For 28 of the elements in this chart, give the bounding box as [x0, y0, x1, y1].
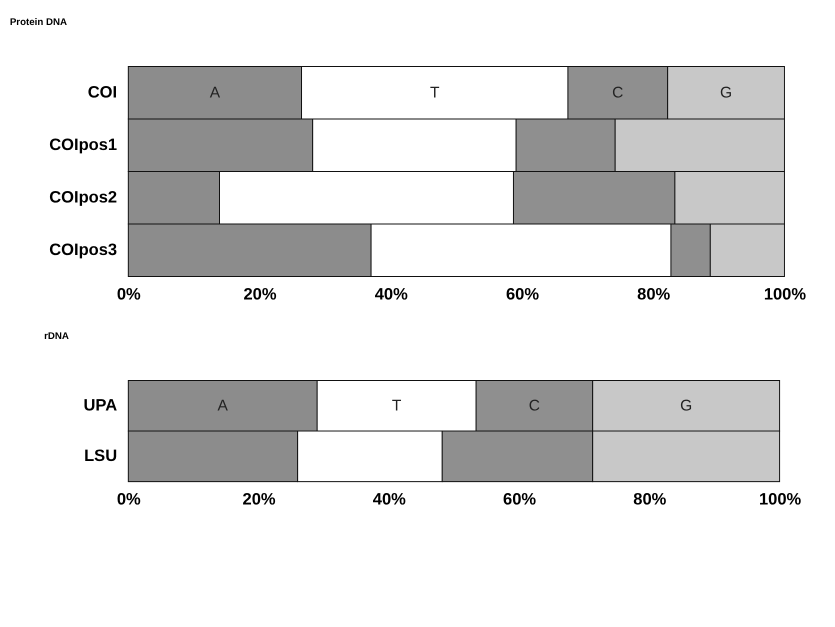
x-tick-label: 40%	[374, 284, 408, 304]
series-label: C	[612, 84, 624, 102]
x-tick-label: 60%	[503, 489, 536, 508]
x-tick-label: 20%	[243, 284, 277, 304]
y-tick-label: COIpos2	[49, 188, 118, 207]
x-tick-label: 100%	[758, 489, 802, 508]
x-tick-label: 40%	[372, 489, 406, 508]
y-tick-label: COIpos3	[49, 240, 118, 260]
y-tick-label: COIpos1	[49, 135, 118, 154]
series-label: C	[528, 398, 540, 415]
series-label: T	[392, 398, 402, 415]
series-label: A	[218, 398, 229, 415]
x-tick-label: 0%	[116, 284, 142, 304]
series-label: A	[210, 84, 221, 102]
x-tick-label: 60%	[506, 284, 540, 304]
chart-title: rDNA	[44, 331, 69, 342]
series-label: G	[720, 84, 732, 102]
series-label: T	[430, 84, 440, 102]
x-tick-label: 20%	[242, 489, 276, 508]
x-tick-label: 100%	[764, 284, 806, 304]
series-label: G	[680, 398, 692, 415]
x-tick-label: 80%	[633, 489, 667, 508]
x-tick-label: 0%	[116, 489, 142, 508]
text: Protein DNA	[10, 17, 68, 28]
y-tick-label: UPA	[83, 396, 118, 415]
y-tick-label: COI	[88, 82, 118, 102]
y-tick-label: LSU	[84, 446, 118, 466]
x-tick-label: 80%	[637, 284, 671, 304]
